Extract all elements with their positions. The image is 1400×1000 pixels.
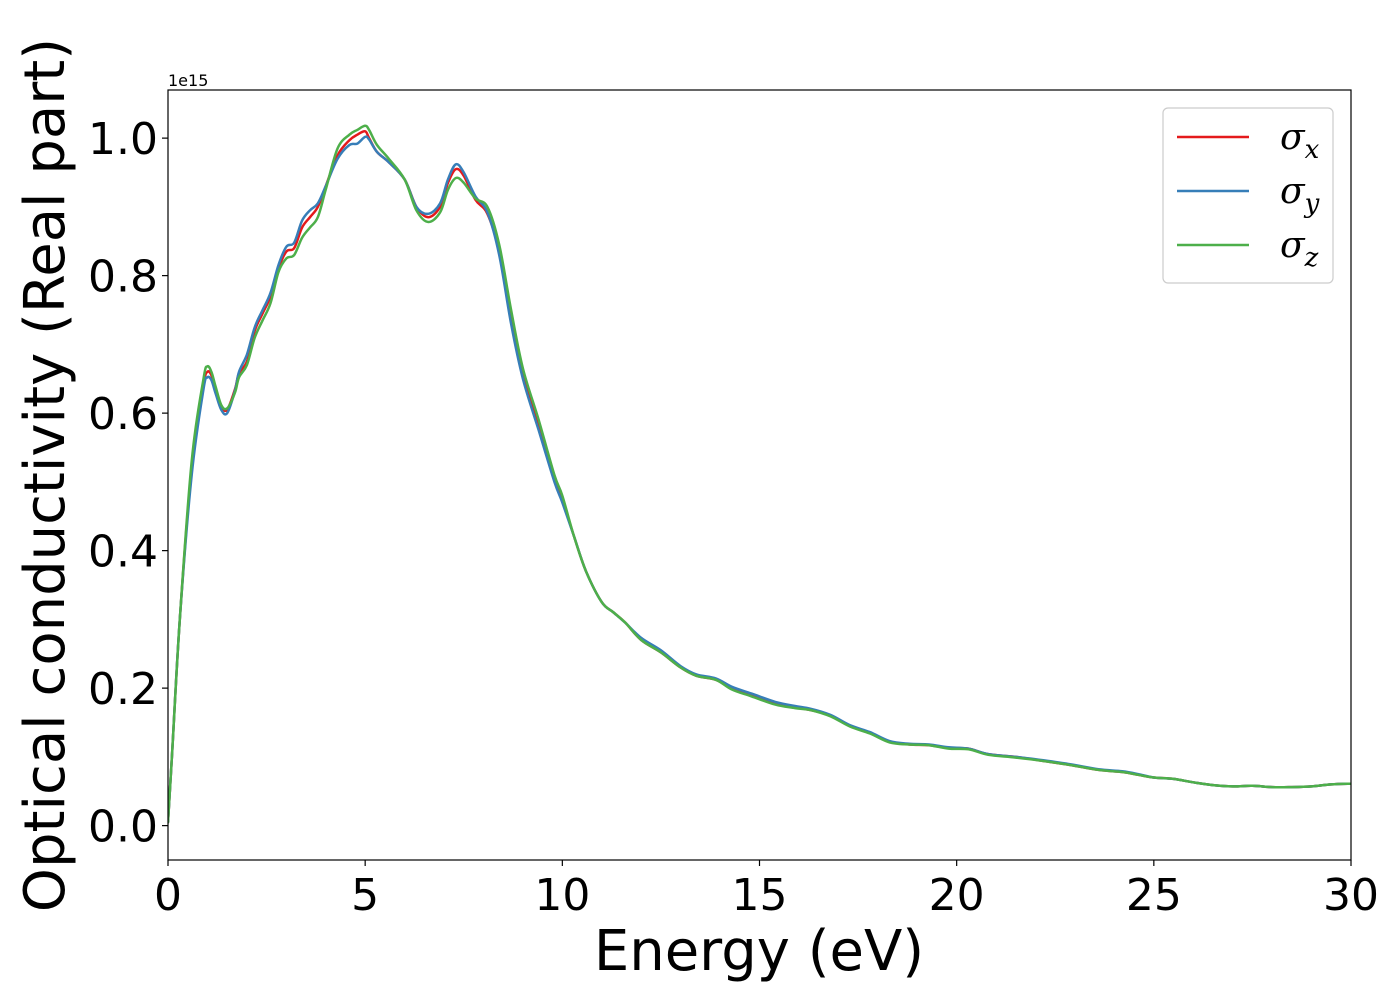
y-axis-offset-label: 1e15 [168,71,208,90]
legend-box [1162,107,1334,284]
y-tick-label: 0.2 [88,664,158,715]
y-tick-label: 0.6 [88,389,158,440]
x-axis-ticks: 0 5 10 15 20 25 30 [154,860,1379,921]
y-tick-label: 0.0 [88,802,158,853]
series-layer [168,124,1351,824]
x-tick-label: 5 [351,870,379,921]
x-axis-label: Energy (eV) [594,919,924,984]
y-tick-label: 0.8 [88,252,158,303]
x-tick-label: 20 [929,870,985,921]
x-tick-label: 15 [732,870,788,921]
x-tick-label: 0 [154,870,182,921]
y-tick-label: 0.4 [88,527,158,578]
y-axis-ticks: 0.0 0.2 0.4 0.6 0.8 1.0 [88,114,168,853]
y-axis-label: Optical conductivity (Real part) [13,38,78,912]
y-tick-label: 1.0 [88,114,158,165]
x-tick-label: 25 [1126,870,1182,921]
x-tick-label: 30 [1323,870,1379,921]
x-tick-label: 10 [534,870,590,921]
series-line-3 [168,124,1351,824]
